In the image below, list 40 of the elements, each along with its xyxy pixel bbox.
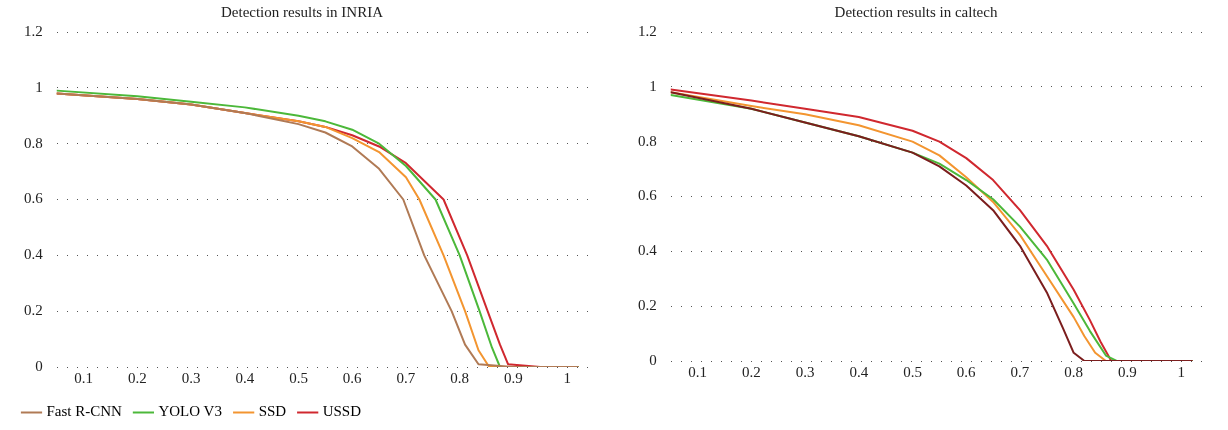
x-tick-label: 1 xyxy=(563,369,571,386)
x-tick-label: 0.6 xyxy=(956,363,977,380)
x-tick-label: 0.5 xyxy=(289,369,308,386)
legend-label: USSD xyxy=(322,403,362,420)
legend-label: SSD xyxy=(258,403,287,420)
x-tick-label: 0.3 xyxy=(181,369,201,386)
y-tick-label: 0.8 xyxy=(638,132,657,149)
x-tick-label: 0.2 xyxy=(127,369,147,386)
y-tick-label: 0.6 xyxy=(24,190,44,207)
x-tick-label: 0.9 xyxy=(1118,363,1137,380)
y-tick-label: 0 xyxy=(649,351,657,368)
y-tick-label: 0.6 xyxy=(638,187,658,204)
legend-label: YOLO V3 xyxy=(158,403,222,420)
y-tick-label: 0.4 xyxy=(24,246,44,263)
chart-title: Detection results in caltech xyxy=(834,3,998,20)
x-tick-label: 0.4 xyxy=(235,369,255,386)
y-tick-label: 0 xyxy=(35,357,43,374)
x-tick-label: 1 xyxy=(1177,363,1185,380)
x-tick-label: 0.4 xyxy=(849,363,869,380)
y-tick-label: 1 xyxy=(35,78,43,95)
x-tick-label: 0.7 xyxy=(396,369,416,386)
y-tick-label: 1.2 xyxy=(638,22,657,39)
x-tick-label: 0.7 xyxy=(1010,363,1030,380)
x-tick-label: 0.6 xyxy=(342,369,363,386)
chart-title: Detection results in INRIA xyxy=(220,3,384,20)
y-tick-label: 0.8 xyxy=(24,134,43,151)
y-tick-label: 1 xyxy=(649,77,657,94)
y-tick-label: 0.4 xyxy=(638,242,658,259)
y-tick-label: 0.2 xyxy=(638,297,657,314)
legend-label: Fast R-CNN xyxy=(46,403,123,420)
x-tick-label: 0.1 xyxy=(688,363,707,380)
x-tick-label: 0.8 xyxy=(1064,363,1084,380)
x-tick-label: 0.8 xyxy=(450,369,470,386)
x-tick-label: 0.9 xyxy=(504,369,523,386)
y-tick-label: 0.2 xyxy=(24,302,43,319)
x-tick-label: 0.3 xyxy=(795,363,815,380)
x-tick-label: 0.2 xyxy=(741,363,761,380)
y-tick-label: 1.2 xyxy=(24,22,43,39)
x-tick-label: 0.5 xyxy=(903,363,922,380)
x-tick-label: 0.1 xyxy=(74,369,93,386)
